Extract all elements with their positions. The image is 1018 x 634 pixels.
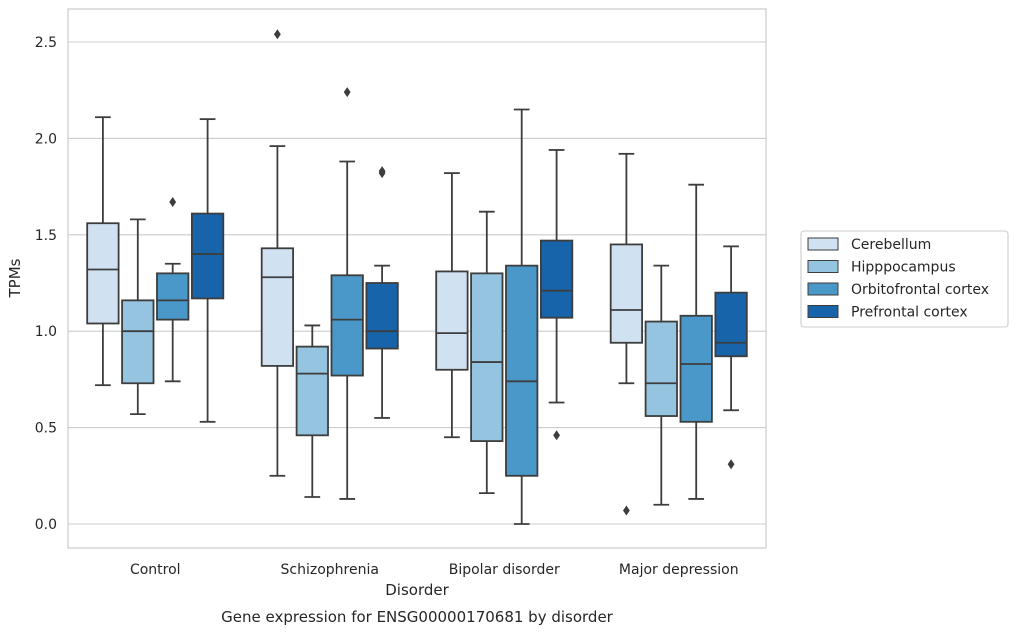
box-plot-item xyxy=(121,218,155,416)
x-tick-label: Schizophrenia xyxy=(281,562,379,578)
legend-swatch xyxy=(807,305,839,318)
y-tick-label: 2.0 xyxy=(35,131,57,147)
box-plot-item xyxy=(156,197,190,383)
legend-label: Orbitofrontal cortex xyxy=(851,282,989,298)
box-iqr xyxy=(714,291,748,358)
legend-item: Orbitofrontal cortex xyxy=(807,282,989,298)
grid-lines xyxy=(68,41,766,525)
outlier-point xyxy=(343,87,351,98)
box-group xyxy=(86,116,225,423)
legend-swatch xyxy=(807,260,839,273)
box-group xyxy=(260,29,399,500)
legend-label: Prefrontal cortex xyxy=(851,305,968,321)
box-plot-item xyxy=(470,210,504,495)
y-tick-label: 0.0 xyxy=(35,517,57,533)
box-iqr xyxy=(156,272,190,321)
box-plot-item xyxy=(190,118,225,423)
y-axis-title: TPMs xyxy=(6,258,24,298)
x-axis-title: Disorder xyxy=(385,581,449,599)
legend-label: Hipppocampus xyxy=(851,260,956,276)
outlier-point xyxy=(727,459,735,470)
box-iqr xyxy=(644,320,678,417)
box-plot-item xyxy=(365,166,399,419)
y-tick-label: 0.5 xyxy=(35,421,57,437)
legend-item: Hipppocampus xyxy=(807,260,956,276)
chart-caption: Gene expression for ENSG00000170681 by d… xyxy=(221,608,614,626)
outlier-point xyxy=(553,430,560,441)
box-iqr xyxy=(295,345,329,437)
y-axis-ticks: 0.0 0.5 1.0 1.5 2.0 2.5 xyxy=(35,35,57,533)
box-plot-item xyxy=(330,87,364,500)
box-iqr xyxy=(435,270,469,371)
box-group xyxy=(435,108,574,525)
box-iqr xyxy=(609,243,644,344)
legend-frame xyxy=(800,230,1009,328)
box-iqr xyxy=(470,272,504,442)
legend-swatch xyxy=(807,282,839,296)
legend: Cerebellum Hipppocampus Orbitofrontal cort… xyxy=(800,230,1009,328)
box-iqr xyxy=(679,314,713,423)
legend-item: Prefrontal cortex xyxy=(807,305,968,321)
y-tick-label: 2.5 xyxy=(35,35,57,51)
y-tick-label: 1.0 xyxy=(35,324,57,340)
box-iqr xyxy=(190,212,225,300)
box-iqr xyxy=(260,247,295,367)
x-tick-label: Bipolar disorder xyxy=(449,562,560,578)
box-plot-item xyxy=(644,264,678,506)
box-plot-item xyxy=(505,108,539,525)
box-plot-item xyxy=(435,172,469,439)
outlier-point xyxy=(623,505,630,516)
box-iqr xyxy=(365,282,399,350)
box-plot-item xyxy=(714,245,748,470)
outlier-point xyxy=(378,166,386,177)
legend-label: Cerebellum xyxy=(851,237,931,253)
outlier-point xyxy=(169,197,177,208)
box-plot-item xyxy=(86,116,120,387)
x-tick-label: Control xyxy=(130,562,181,578)
box-group xyxy=(609,152,748,516)
box-groups xyxy=(86,29,748,525)
x-axis-ticks: Control Schizophrenia Bipolar disorder Majo… xyxy=(130,562,739,578)
box-plot-item xyxy=(679,183,713,500)
box-iqr xyxy=(86,222,120,325)
outlier-point xyxy=(274,29,281,40)
legend-item: Cerebellum xyxy=(807,237,931,253)
box-iqr xyxy=(121,299,155,385)
legend-swatch xyxy=(807,237,839,251)
x-tick-label: Major depression xyxy=(619,562,739,578)
box-plot-item xyxy=(260,29,295,477)
box-iqr xyxy=(539,239,574,319)
box-plot-item xyxy=(609,152,644,516)
y-tick-label: 1.5 xyxy=(35,228,57,244)
box-plot-item xyxy=(295,324,329,498)
box-plot-item xyxy=(539,149,574,441)
box-iqr xyxy=(505,264,539,477)
box-iqr xyxy=(330,274,364,377)
